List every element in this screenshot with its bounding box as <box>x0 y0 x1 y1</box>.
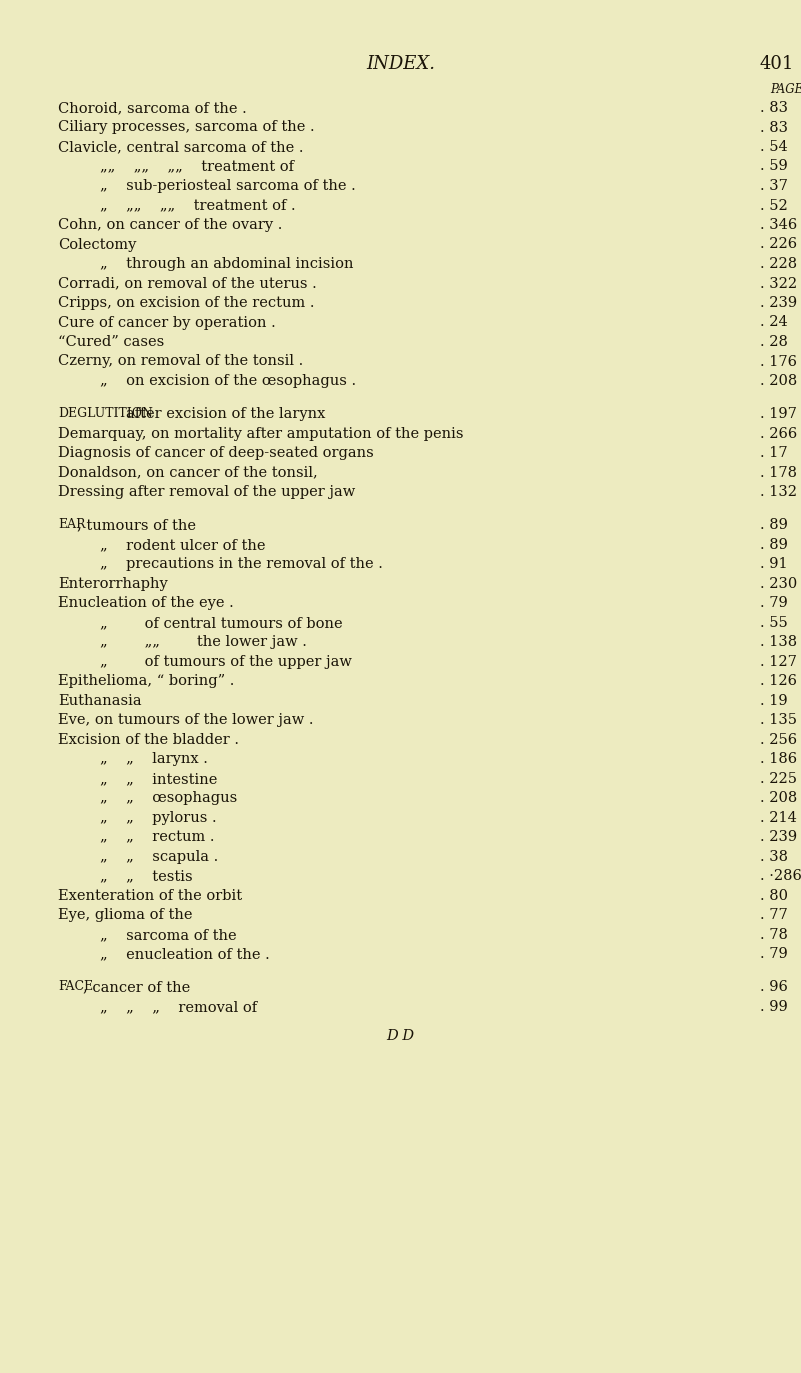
Text: . 239: . 239 <box>760 831 797 844</box>
Text: after excision of the larynx: after excision of the larynx <box>127 408 325 422</box>
Text: . 214: . 214 <box>760 811 797 825</box>
Text: Corradi, on removal of the uterus .: Corradi, on removal of the uterus . <box>58 276 316 291</box>
Text: „„    „„    „„    treatment of: „„ „„ „„ treatment of <box>100 159 294 173</box>
Text: Czerny, on removal of the tonsil .: Czerny, on removal of the tonsil . <box>58 354 304 368</box>
Text: . 17: . 17 <box>760 446 787 460</box>
Text: Euthanasia: Euthanasia <box>58 693 142 708</box>
Text: Clavicle, central sarcoma of the .: Clavicle, central sarcoma of the . <box>58 140 304 154</box>
Text: EAR: EAR <box>58 518 86 531</box>
Text: . 77: . 77 <box>760 909 787 923</box>
Text: . 91: . 91 <box>760 557 787 571</box>
Text: „        of central tumours of bone: „ of central tumours of bone <box>100 616 343 630</box>
Text: . 126: . 126 <box>760 674 797 688</box>
Text: , tumours of the: , tumours of the <box>77 518 195 533</box>
Text: . 226: . 226 <box>760 238 797 251</box>
Text: Colectomy: Colectomy <box>58 238 136 251</box>
Text: „    „    rectum .: „ „ rectum . <box>100 831 215 844</box>
Text: . 54: . 54 <box>760 140 787 154</box>
Text: Excision of the bladder .: Excision of the bladder . <box>58 733 239 747</box>
Text: D D: D D <box>386 1030 415 1043</box>
Text: . 127: . 127 <box>760 655 797 669</box>
Text: Enterorrhaphy: Enterorrhaphy <box>58 577 167 590</box>
Text: . 37: . 37 <box>760 178 788 194</box>
Text: . 132: . 132 <box>760 485 797 500</box>
Text: . 28: . 28 <box>760 335 788 349</box>
Text: . 99: . 99 <box>760 1000 787 1013</box>
Text: „    on excision of the œsophagus .: „ on excision of the œsophagus . <box>100 373 356 389</box>
Text: . 59: . 59 <box>760 159 787 173</box>
Text: „    through an abdominal incision: „ through an abdominal incision <box>100 257 353 270</box>
Text: . 83: . 83 <box>760 102 788 115</box>
Text: „    precautions in the removal of the .: „ precautions in the removal of the . <box>100 557 383 571</box>
Text: „    „    „    removal of: „ „ „ removal of <box>100 1000 257 1013</box>
Text: FACE: FACE <box>58 980 93 994</box>
Text: „    enucleation of the .: „ enucleation of the . <box>100 947 270 961</box>
Text: 401: 401 <box>760 55 795 73</box>
Text: . 266: . 266 <box>760 427 797 441</box>
Text: . 186: . 186 <box>760 752 797 766</box>
Text: Enucleation of the eye .: Enucleation of the eye . <box>58 596 234 611</box>
Text: . 322: . 322 <box>760 276 797 291</box>
Text: Eve, on tumours of the lower jaw .: Eve, on tumours of the lower jaw . <box>58 714 313 728</box>
Text: Exenteration of the orbit: Exenteration of the orbit <box>58 888 242 903</box>
Text: . 80: . 80 <box>760 888 788 903</box>
Text: „    „„    „„    treatment of .: „ „„ „„ treatment of . <box>100 199 296 213</box>
Text: . 346: . 346 <box>760 218 797 232</box>
Text: . 256: . 256 <box>760 733 797 747</box>
Text: . 239: . 239 <box>760 297 797 310</box>
Text: Donaldson, on cancer of the tonsil,: Donaldson, on cancer of the tonsil, <box>58 465 318 479</box>
Text: DEGLUTITION: DEGLUTITION <box>58 408 153 420</box>
Text: Cripps, on excision of the rectum .: Cripps, on excision of the rectum . <box>58 297 315 310</box>
Text: Cure of cancer by operation .: Cure of cancer by operation . <box>58 316 276 330</box>
Text: Cohn, on cancer of the ovary .: Cohn, on cancer of the ovary . <box>58 218 283 232</box>
Text: „    „    testis: „ „ testis <box>100 869 192 883</box>
Text: . 19: . 19 <box>760 693 787 708</box>
Text: Demarquay, on mortality after amputation of the penis: Demarquay, on mortality after amputation… <box>58 427 464 441</box>
Text: . 135: . 135 <box>760 714 797 728</box>
Text: „    „    larynx .: „ „ larynx . <box>100 752 208 766</box>
Text: . 178: . 178 <box>760 465 797 479</box>
Text: . 138: . 138 <box>760 636 797 649</box>
Text: „    sub-periosteal sarcoma of the .: „ sub-periosteal sarcoma of the . <box>100 178 356 194</box>
Text: „    rodent ulcer of the: „ rodent ulcer of the <box>100 538 265 552</box>
Text: Ciliary processes, sarcoma of the .: Ciliary processes, sarcoma of the . <box>58 121 315 135</box>
Text: „    „    œsophagus: „ „ œsophagus <box>100 791 237 806</box>
Text: . 96: . 96 <box>760 980 788 994</box>
Text: “Cured” cases: “Cured” cases <box>58 335 164 349</box>
Text: PAGE: PAGE <box>770 82 801 96</box>
Text: . 38: . 38 <box>760 850 788 864</box>
Text: „    „    scapula .: „ „ scapula . <box>100 850 218 864</box>
Text: Diagnosis of cancer of deep-seated organs: Diagnosis of cancer of deep-seated organ… <box>58 446 374 460</box>
Text: „    „    intestine: „ „ intestine <box>100 772 217 785</box>
Text: . 208: . 208 <box>760 373 797 389</box>
Text: . 55: . 55 <box>760 616 787 630</box>
Text: . 176: . 176 <box>760 354 797 368</box>
Text: . 197: . 197 <box>760 408 797 422</box>
Text: „    „    pylorus .: „ „ pylorus . <box>100 811 216 825</box>
Text: Choroid, sarcoma of the .: Choroid, sarcoma of the . <box>58 102 247 115</box>
Text: . 78: . 78 <box>760 928 788 942</box>
Text: . 83: . 83 <box>760 121 788 135</box>
Text: „        of tumours of the upper jaw: „ of tumours of the upper jaw <box>100 655 352 669</box>
Text: . ·286: . ·286 <box>760 869 801 883</box>
Text: . 89: . 89 <box>760 518 788 533</box>
Text: Epithelioma, “ boring” .: Epithelioma, “ boring” . <box>58 674 235 688</box>
Text: „    sarcoma of the: „ sarcoma of the <box>100 928 236 942</box>
Text: . 230: . 230 <box>760 577 797 590</box>
Text: . 225: . 225 <box>760 772 797 785</box>
Text: . 79: . 79 <box>760 596 787 611</box>
Text: . 52: . 52 <box>760 199 787 213</box>
Text: INDEX.: INDEX. <box>366 55 435 73</box>
Text: Dressing after removal of the upper jaw: Dressing after removal of the upper jaw <box>58 485 356 500</box>
Text: . 228: . 228 <box>760 257 797 270</box>
Text: . 208: . 208 <box>760 791 797 806</box>
Text: . 79: . 79 <box>760 947 787 961</box>
Text: , cancer of the: , cancer of the <box>83 980 190 994</box>
Text: Eye, glioma of the: Eye, glioma of the <box>58 909 192 923</box>
Text: . 24: . 24 <box>760 316 787 330</box>
Text: „        „„        the lower jaw .: „ „„ the lower jaw . <box>100 636 307 649</box>
Text: . 89: . 89 <box>760 538 788 552</box>
